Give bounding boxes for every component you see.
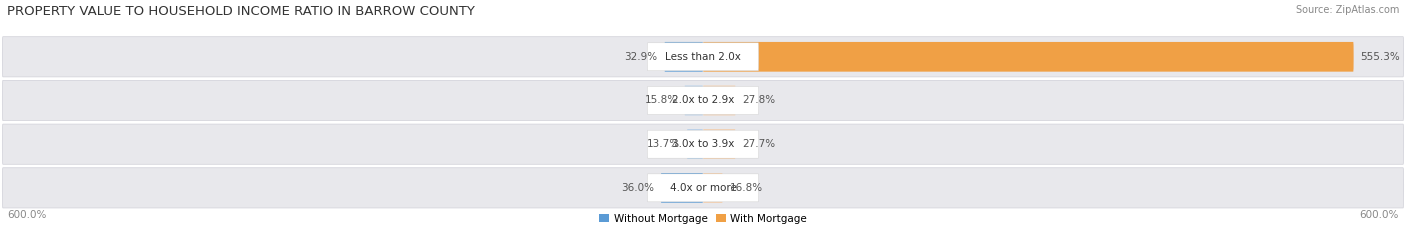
- Text: PROPERTY VALUE TO HOUSEHOLD INCOME RATIO IN BARROW COUNTY: PROPERTY VALUE TO HOUSEHOLD INCOME RATIO…: [7, 5, 475, 18]
- Text: 27.7%: 27.7%: [742, 139, 776, 149]
- Text: 27.8%: 27.8%: [742, 96, 776, 106]
- FancyBboxPatch shape: [3, 37, 1403, 77]
- FancyBboxPatch shape: [665, 42, 703, 72]
- FancyBboxPatch shape: [703, 173, 723, 203]
- FancyBboxPatch shape: [3, 168, 1403, 208]
- FancyBboxPatch shape: [703, 42, 1354, 72]
- FancyBboxPatch shape: [647, 43, 759, 71]
- Text: 13.7%: 13.7%: [647, 139, 681, 149]
- FancyBboxPatch shape: [647, 86, 759, 114]
- Text: Source: ZipAtlas.com: Source: ZipAtlas.com: [1295, 5, 1399, 15]
- Text: 555.3%: 555.3%: [1361, 52, 1400, 62]
- Text: 4.0x or more: 4.0x or more: [669, 183, 737, 193]
- FancyBboxPatch shape: [685, 86, 703, 115]
- FancyBboxPatch shape: [3, 80, 1403, 121]
- Text: 3.0x to 3.9x: 3.0x to 3.9x: [672, 139, 734, 149]
- FancyBboxPatch shape: [703, 86, 735, 115]
- Text: 600.0%: 600.0%: [1360, 210, 1399, 220]
- FancyBboxPatch shape: [647, 174, 759, 202]
- Text: 16.8%: 16.8%: [730, 183, 763, 193]
- Text: 2.0x to 2.9x: 2.0x to 2.9x: [672, 96, 734, 106]
- FancyBboxPatch shape: [647, 130, 759, 158]
- Text: Less than 2.0x: Less than 2.0x: [665, 52, 741, 62]
- FancyBboxPatch shape: [703, 129, 735, 159]
- Text: 36.0%: 36.0%: [621, 183, 654, 193]
- FancyBboxPatch shape: [688, 129, 703, 159]
- Legend: Without Mortgage, With Mortgage: Without Mortgage, With Mortgage: [595, 209, 811, 228]
- Text: 15.8%: 15.8%: [644, 96, 678, 106]
- FancyBboxPatch shape: [661, 173, 703, 203]
- Text: 32.9%: 32.9%: [624, 52, 658, 62]
- FancyBboxPatch shape: [3, 124, 1403, 164]
- Text: 600.0%: 600.0%: [7, 210, 46, 220]
